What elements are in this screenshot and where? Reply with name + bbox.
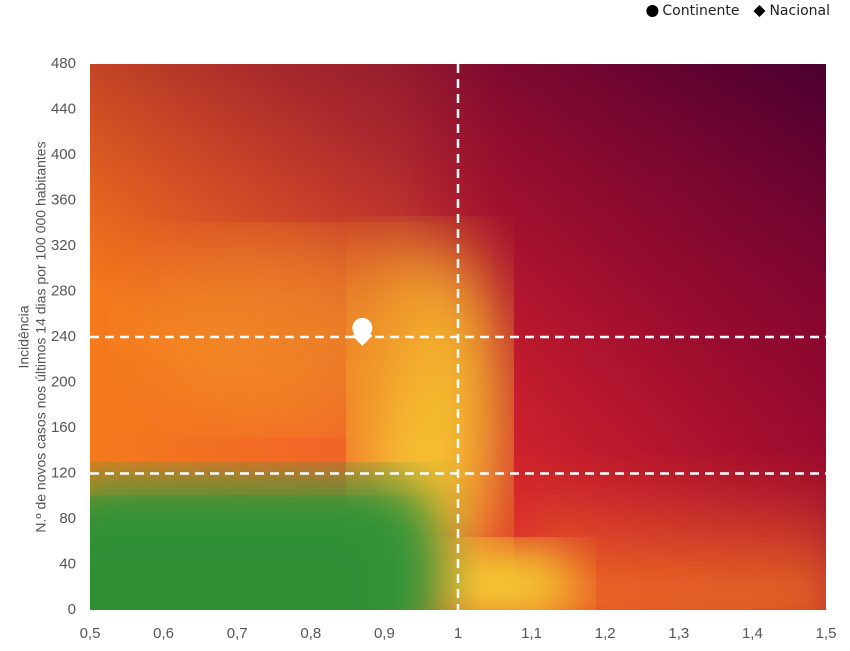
y-tick-label: 80 [59, 510, 76, 527]
x-tick-label: 0,7 [227, 625, 248, 642]
x-tick-label: 0,6 [153, 625, 174, 642]
y-tick-label: 320 [51, 237, 76, 254]
x-tick-label: 0,8 [300, 625, 321, 642]
y-tick-label: 0 [68, 601, 76, 618]
y-tick-label: 280 [51, 282, 76, 299]
y-tick-label: 440 [51, 100, 76, 117]
x-tick-label: 1,4 [742, 625, 763, 642]
y-tick-label: 40 [59, 555, 76, 572]
data-point [352, 325, 373, 346]
x-tick-label: 0,5 [80, 625, 101, 642]
y-tick-label: 480 [51, 55, 76, 72]
x-tick-label: 0,9 [374, 625, 395, 642]
legend-marker [753, 5, 766, 17]
y-tick-label: 360 [51, 191, 76, 208]
x-tick-label: 1 [454, 625, 462, 642]
legend-label: Nacional [769, 3, 830, 19]
x-tick-label: 1,5 [816, 625, 837, 642]
x-tick-label: 1,3 [668, 625, 689, 642]
y-tick-label: 400 [51, 146, 76, 163]
x-tick-label: 1,2 [595, 625, 616, 642]
y-tick-label: 240 [51, 328, 76, 345]
x-tick-label: 1,1 [521, 625, 542, 642]
legend-label: Continente [662, 3, 739, 19]
y-tick-label: 160 [51, 419, 76, 436]
legend-marker [646, 5, 659, 17]
y-tick-label: 200 [51, 373, 76, 390]
y-axis-title: Incidência N.º de novos casos nos último… [16, 141, 49, 532]
y-axis-title-line: Incidência [16, 305, 32, 368]
y-tick-label: 120 [51, 464, 76, 481]
y-axis-title-line: N.º de novos casos nos últimos 14 dias p… [33, 141, 49, 532]
heatmap-background [90, 64, 826, 610]
